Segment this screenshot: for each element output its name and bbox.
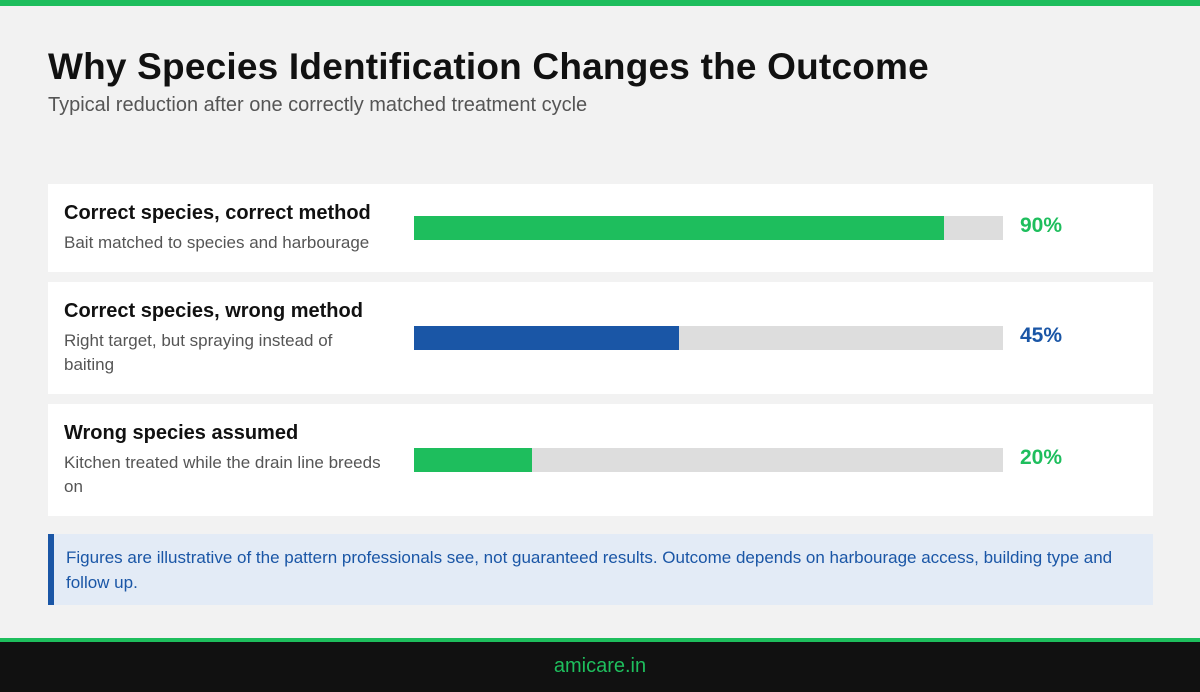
value-label: 45% (1020, 324, 1063, 347)
row-label: Correct species, wrong method (64, 300, 363, 322)
bar-track (414, 448, 1003, 472)
bar-fill (414, 216, 945, 240)
disclaimer-note: Figures are illustrative of the pattern … (48, 534, 1153, 605)
value-label: 90% (1020, 214, 1063, 237)
footer: amicare.in (0, 642, 1200, 692)
row-label: Correct species, correct method (64, 202, 371, 224)
page-title: Why Species Identification Changes the O… (48, 46, 929, 87)
chart-row-correct-species-correct-method: Correct species, correct method Bait mat… (48, 184, 1153, 272)
bar-fill (414, 448, 532, 472)
chart-row-correct-species-wrong-method: Correct species, wrong method Right targ… (48, 282, 1153, 394)
top-accent-bar (0, 0, 1200, 6)
value-label: 20% (1020, 446, 1063, 469)
bar-track (414, 326, 1003, 350)
footer-site-link[interactable]: amicare.in (553, 655, 647, 677)
row-description: Bait matched to species and harbourage (64, 233, 370, 252)
footer-accent-line (0, 638, 1200, 642)
bar-track (414, 216, 1003, 240)
page-subtitle: Typical reduction after one correctly ma… (48, 94, 588, 116)
row-label: Wrong species assumed (64, 422, 299, 444)
row-description: Kitchen treated while the drain line bre… (64, 453, 381, 496)
chart-row-wrong-species-assumed: Wrong species assumed Kitchen treated wh… (48, 404, 1153, 516)
row-description: Right target, but spraying instead of ba… (64, 331, 333, 374)
bar-fill (414, 326, 680, 350)
